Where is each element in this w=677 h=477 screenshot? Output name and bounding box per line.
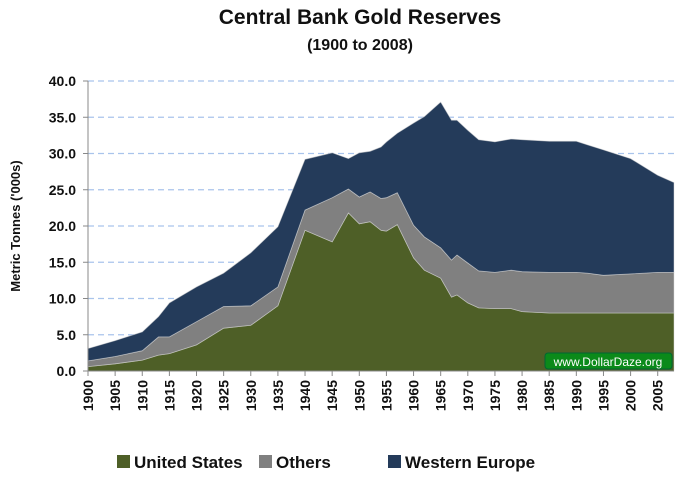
- y-tick-label: 25.0: [49, 182, 76, 198]
- x-tick-label: 1955: [378, 380, 394, 411]
- chart-subtitle: (1900 to 2008): [307, 37, 413, 54]
- legend-swatch: [117, 455, 130, 468]
- x-tick-label: 1990: [568, 380, 584, 411]
- x-tick-label: 1985: [541, 380, 557, 411]
- y-tick-label: 10.0: [49, 291, 76, 307]
- legend-item-others: Others: [259, 453, 331, 472]
- x-tick-label: 1995: [595, 380, 611, 411]
- x-tick-label: 1980: [514, 380, 530, 411]
- x-tick-label: 1915: [161, 380, 177, 411]
- x-tick-label: 1925: [216, 380, 232, 411]
- x-tick-label: 1970: [460, 380, 476, 411]
- y-tick-labels: 0.0 5.0 10.0 15.0 20.0 25.0 30.0 35.0 40.0: [49, 73, 76, 379]
- x-tick-label: 2005: [650, 380, 666, 411]
- y-tick-label: 20.0: [49, 218, 76, 234]
- x-tick-label: 1905: [107, 380, 123, 411]
- legend: United States Others Western Europe: [117, 453, 535, 472]
- area-western-europe: [87, 101, 675, 362]
- x-tick-label: 2000: [623, 380, 639, 411]
- x-tick-label: 1950: [351, 380, 367, 411]
- watermark: www.DollarDaze.org: [544, 352, 673, 370]
- x-tick-label: 1920: [189, 380, 205, 411]
- x-tick-label: 1910: [134, 380, 150, 411]
- y-tick-label: 15.0: [49, 254, 76, 270]
- watermark-text: www.DollarDaze.org: [553, 355, 663, 369]
- x-tick-label: 1960: [406, 380, 422, 411]
- legend-label: United States: [134, 453, 243, 472]
- x-tick-label: 1930: [243, 380, 259, 411]
- x-tick-label: 1935: [270, 380, 286, 411]
- legend-label: Western Europe: [405, 453, 535, 472]
- legend-item-western-europe: Western Europe: [388, 453, 535, 472]
- chart-title: Central Bank Gold Reserves: [219, 6, 501, 29]
- x-tick-label: 1940: [297, 380, 313, 411]
- x-tick-label: 1900: [80, 380, 96, 411]
- x-tick-label: 1975: [487, 380, 503, 411]
- y-tick-label: 35.0: [49, 109, 76, 125]
- legend-label: Others: [276, 453, 331, 472]
- axes: [83, 80, 674, 376]
- y-tick-label: 40.0: [49, 73, 76, 89]
- y-tick-label: 0.0: [57, 363, 77, 379]
- legend-item-united-states: United States: [117, 453, 243, 472]
- plot-areas: [87, 101, 675, 372]
- y-tick-label: 30.0: [49, 146, 76, 162]
- x-tick-labels: 1900 1905 1910 1915 1920 1925 1930 1935 1940 1945…: [80, 380, 666, 411]
- y-tick-label: 5.0: [57, 327, 77, 343]
- x-tick-label: 1945: [324, 380, 340, 411]
- x-tick-label: 1965: [433, 380, 449, 411]
- legend-swatch: [388, 455, 401, 468]
- legend-swatch: [259, 455, 272, 468]
- y-axis-label: Metric Tonnes ('000s): [8, 160, 23, 291]
- watermark-badge: [544, 352, 673, 370]
